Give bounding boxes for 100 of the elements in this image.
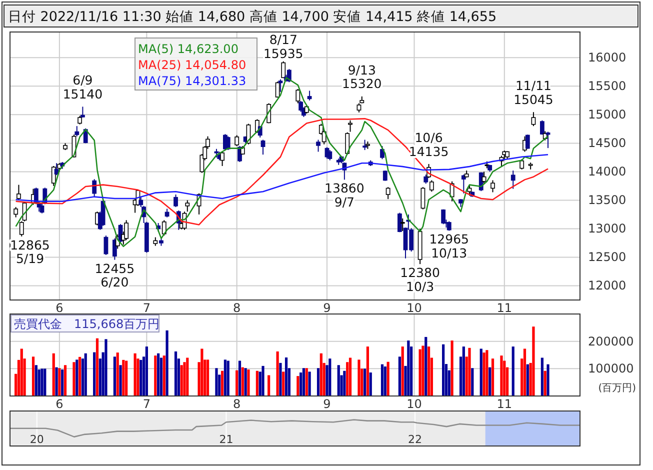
candlestick: [234, 134, 240, 147]
x-tick-label: 11: [496, 301, 512, 315]
bar: [407, 340, 410, 396]
bar: [157, 353, 160, 396]
y-tick-label: 15000: [588, 108, 626, 122]
candlestick: [382, 170, 388, 182]
candlestick: [520, 158, 524, 170]
bar: [122, 360, 125, 396]
x-tick-label: 7: [142, 301, 151, 315]
candlestick: [220, 151, 224, 166]
bar: [220, 370, 224, 396]
bar: [300, 372, 302, 396]
bar: [200, 348, 204, 396]
candlestick: [420, 186, 426, 210]
text: MA(5) 14,623.00: [138, 42, 238, 56]
x-tick-label: 20: [30, 433, 44, 446]
annotation: 10/6 14135: [408, 130, 449, 159]
y-tick-label: 13000: [588, 222, 626, 236]
candlestick: [40, 202, 44, 214]
bar: [540, 358, 544, 396]
bar: [166, 330, 168, 396]
chart-title: 日付 2022/11/16 11:30 始値 14,680 高値 14,700 安値 14,415 終値 14,655: [8, 9, 497, 25]
bar: [186, 358, 189, 396]
bar: [305, 368, 308, 396]
x-tick-label: 9: [323, 397, 331, 411]
annotation: 6/9 15140: [62, 72, 103, 102]
bar: [244, 368, 247, 396]
bar: [116, 352, 119, 396]
annotation: 9/13 15320: [342, 62, 382, 92]
bar: [302, 368, 306, 396]
bar: [40, 368, 44, 396]
candlestick: [386, 186, 390, 200]
candlestick: [162, 220, 166, 236]
candlestick: [441, 208, 446, 225]
bar: [316, 368, 320, 396]
bar: [268, 375, 270, 396]
bar: [247, 369, 250, 396]
bar: [140, 360, 142, 396]
bar: [174, 351, 178, 396]
y-tick-label: 100000: [588, 362, 634, 376]
annotation: 12965 10/13: [429, 232, 470, 260]
bar: [462, 346, 465, 396]
candlestick: [174, 194, 178, 208]
candlestick: [260, 139, 266, 156]
line-series: [15, 118, 549, 226]
bar: [104, 339, 108, 396]
bar: [226, 360, 230, 396]
chart-title: 売買代金 115,668百万円: [14, 317, 160, 331]
bar: [500, 356, 503, 396]
candlestick: [112, 238, 117, 260]
x-tick-label: 10: [406, 397, 422, 411]
text: MA(75) 14,301.33: [138, 74, 246, 88]
bar: [282, 372, 285, 396]
bar: [358, 360, 360, 396]
bar: [546, 364, 550, 396]
x-tick-label: 11: [496, 397, 512, 411]
annotation: 12865 5/19: [10, 237, 50, 266]
bar: [482, 352, 486, 396]
candlestick: [307, 90, 312, 101]
candlestick: [124, 220, 129, 241]
bar: [284, 357, 288, 396]
annotation: 12380 10/3: [400, 265, 440, 294]
candlestick: [16, 184, 21, 201]
bar: [532, 326, 535, 396]
bar: [398, 356, 401, 396]
candlestick: [100, 200, 106, 226]
bar: [154, 356, 157, 396]
candlestick: [482, 171, 486, 184]
bar: [76, 360, 78, 396]
bar: [241, 367, 244, 396]
bar: [215, 368, 218, 396]
candlestick: [348, 120, 352, 132]
bar: [224, 360, 227, 396]
y-tick-label: 13500: [588, 193, 626, 208]
bar: [20, 348, 23, 396]
annotation: 12455 6/20: [94, 260, 135, 290]
bar: [544, 370, 546, 396]
bar: [34, 365, 38, 396]
annotation: 11/11 15045: [514, 78, 554, 107]
bar: [238, 360, 242, 396]
y-tick-label: 16000: [588, 50, 626, 65]
candlestick: [104, 235, 108, 256]
candlestick: [424, 174, 428, 184]
candlestick: [356, 102, 362, 113]
y-tick-label: 14500: [588, 136, 626, 150]
bar: [401, 346, 404, 396]
bar: [93, 352, 96, 396]
bar: [262, 366, 264, 396]
bar: [145, 346, 148, 396]
bar: [386, 362, 390, 396]
candlestick: [296, 88, 300, 104]
bar: [134, 353, 136, 396]
bar: [32, 356, 35, 396]
candlestick: [226, 136, 230, 151]
bar: [52, 353, 55, 396]
y-tick-label: 12000: [588, 278, 626, 293]
bar: [96, 338, 99, 396]
candlestick: [328, 150, 332, 161]
bar: [491, 358, 494, 396]
y-tick-label: 200000: [588, 334, 634, 348]
